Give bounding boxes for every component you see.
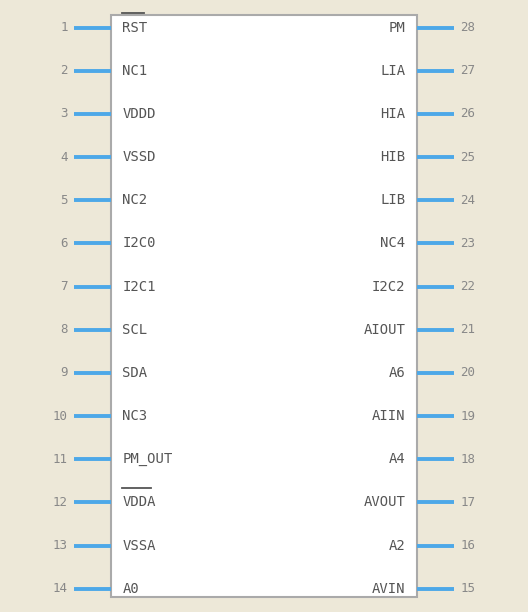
Text: 15: 15 [460,582,475,595]
Text: 14: 14 [53,582,68,595]
Text: NC1: NC1 [122,64,148,78]
Text: 2: 2 [60,64,68,77]
Text: AIIN: AIIN [372,409,406,423]
Text: A6: A6 [389,366,406,380]
Text: AIOUT: AIOUT [364,323,406,337]
Text: 18: 18 [460,453,475,466]
Text: 9: 9 [60,367,68,379]
Text: 22: 22 [460,280,475,293]
Text: 5: 5 [60,194,68,207]
Text: AVIN: AVIN [372,582,406,595]
Text: LIA: LIA [380,64,406,78]
Text: SDA: SDA [122,366,148,380]
Text: HIA: HIA [380,107,406,121]
Text: VSSA: VSSA [122,539,156,553]
Text: 28: 28 [460,21,475,34]
Text: 19: 19 [460,409,475,422]
Text: 13: 13 [53,539,68,552]
Text: PM_OUT: PM_OUT [122,452,173,466]
Text: 27: 27 [460,64,475,77]
Text: NC4: NC4 [380,236,406,250]
Text: HIB: HIB [380,150,406,164]
Text: 8: 8 [60,323,68,336]
Text: I2C1: I2C1 [122,280,156,294]
Text: 11: 11 [53,453,68,466]
Text: 7: 7 [60,280,68,293]
Text: VDDD: VDDD [122,107,156,121]
Text: 26: 26 [460,107,475,121]
Text: 4: 4 [60,151,68,163]
Text: 12: 12 [53,496,68,509]
Bar [111,15,417,597]
Text: 3: 3 [60,107,68,121]
Text: 10: 10 [53,409,68,422]
Text: 17: 17 [460,496,475,509]
Text: PM: PM [389,21,406,34]
Text: 16: 16 [460,539,475,552]
Text: 25: 25 [460,151,475,163]
Text: LIB: LIB [380,193,406,207]
Text: 21: 21 [460,323,475,336]
Text: A0: A0 [122,582,139,595]
Text: 24: 24 [460,194,475,207]
Text: VSSD: VSSD [122,150,156,164]
Text: RST: RST [122,21,148,34]
Text: 1: 1 [60,21,68,34]
Text: NC2: NC2 [122,193,148,207]
Text: VDDA: VDDA [122,495,156,509]
Text: A4: A4 [389,452,406,466]
Text: AVOUT: AVOUT [364,495,406,509]
Text: SCL: SCL [122,323,148,337]
Text: 20: 20 [460,367,475,379]
Text: 23: 23 [460,237,475,250]
Text: I2C0: I2C0 [122,236,156,250]
Text: 6: 6 [60,237,68,250]
Text: I2C2: I2C2 [372,280,406,294]
Text: A2: A2 [389,539,406,553]
Text: NC3: NC3 [122,409,148,423]
